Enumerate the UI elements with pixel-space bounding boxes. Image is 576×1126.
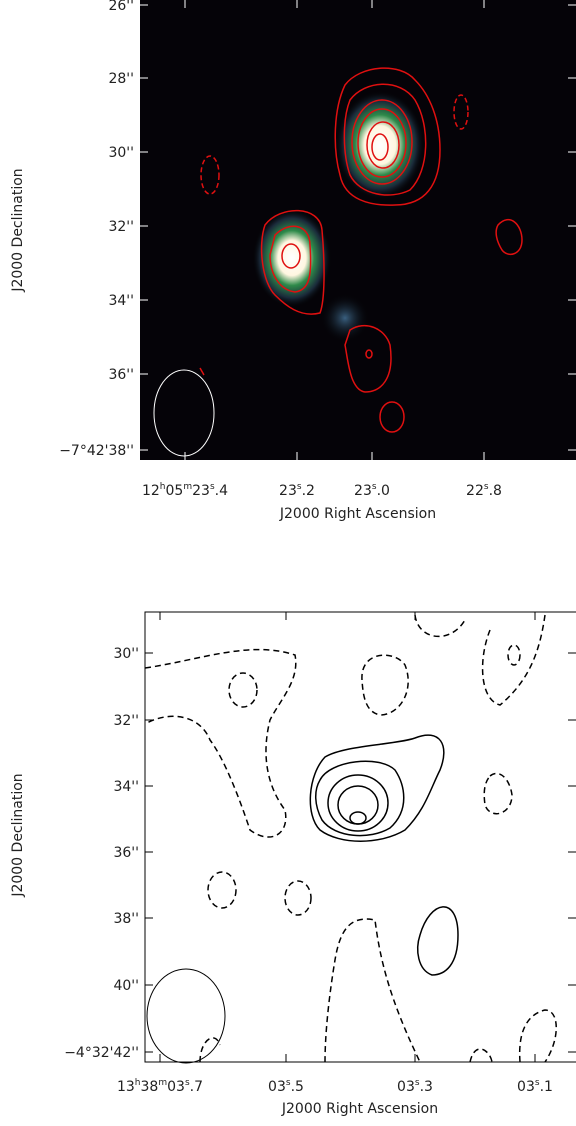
x-tick-label: 23s.0: [354, 482, 390, 499]
x-tick-label: 23s.2: [279, 482, 315, 499]
x-tick-label: 03s.1: [517, 1078, 553, 1095]
x-axis-label: J2000 Right Ascension: [279, 506, 436, 522]
y-tick-label: 28'': [108, 71, 134, 87]
contour-panel: [145, 612, 576, 1063]
y-tick-label: 32'': [113, 713, 139, 729]
y-tick-label: −7°42'38'': [59, 443, 134, 459]
y-axis-label: J2000 Declination: [10, 168, 26, 292]
y-axis-label: J2000 Declination: [10, 773, 26, 897]
y-tick-label: 38'': [113, 911, 139, 927]
y-tick-label: 30'': [108, 145, 134, 161]
x-axis-label: J2000 Right Ascension: [281, 1101, 438, 1117]
x-tick-label: 03s.5: [268, 1078, 304, 1095]
x-tick-label: 12h05m23s.4: [142, 482, 228, 499]
y-tick-label: 34'': [113, 779, 139, 795]
y-tick-label: 30'': [113, 646, 139, 662]
y-tick-label: 36'': [108, 367, 134, 383]
figure: 26'' 28'' 30'' 32'' 34'' 36'' −7°42'38'' 12h05m…: [0, 0, 576, 1122]
x-tick-label: 13h38m03s.7: [117, 1078, 203, 1095]
y-tick-label: −4°32'42'': [64, 1045, 139, 1061]
x-tick-label: 22s.8: [466, 482, 502, 499]
x-tick-label: 03s.3: [397, 1078, 433, 1095]
image-panel: [140, 0, 576, 460]
y-tick-label: 34'': [108, 293, 134, 309]
y-tick-label: 36'': [113, 845, 139, 861]
y-tick-label: 26'': [108, 0, 134, 14]
y-tick-label: 32'': [108, 219, 134, 235]
y-tick-label: 40'': [113, 978, 139, 994]
